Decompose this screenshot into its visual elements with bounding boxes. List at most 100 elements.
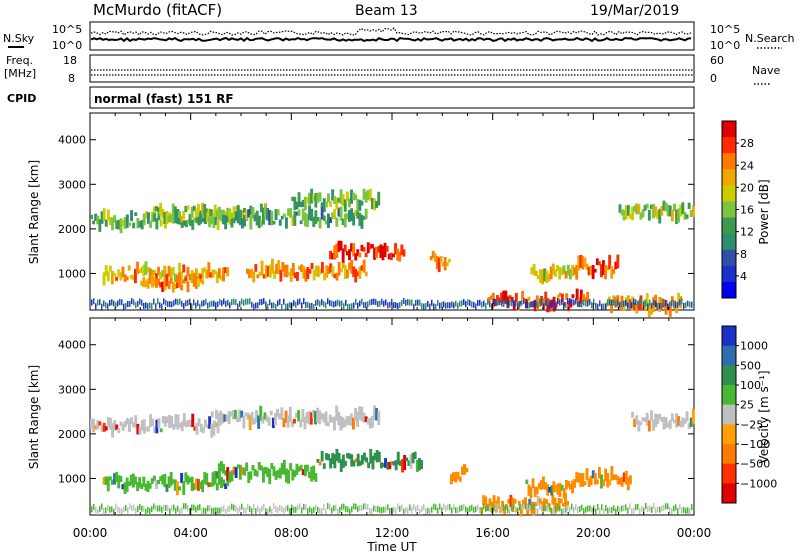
- scatter-cell: [241, 467, 244, 475]
- scatter-cell: [155, 273, 158, 279]
- scatter-cell: [297, 466, 301, 472]
- scatter-cell: [382, 463, 385, 468]
- ground-scatter-cell: [601, 303, 603, 310]
- scatter-cell: [272, 220, 276, 225]
- scatter-cell: [658, 208, 662, 224]
- ground-scatter-cell: [625, 504, 627, 511]
- scatter-cell: [527, 484, 531, 496]
- scatter-cell: [295, 463, 299, 475]
- ground-scatter-cell: [105, 302, 107, 309]
- ground-scatter-cell: [137, 300, 139, 307]
- scatter-cell: [201, 279, 205, 285]
- scatter-cell: [195, 422, 199, 435]
- scatter-cell: [167, 281, 171, 289]
- scatter-cell: [409, 454, 413, 469]
- scatter-cell: [212, 423, 216, 436]
- scatter-cell: [554, 485, 558, 492]
- ground-scatter-cell: [165, 504, 167, 511]
- ground-scatter-cell: [167, 505, 169, 512]
- ground-scatter-cell: [589, 505, 591, 512]
- scatter-cell: [226, 216, 230, 223]
- scatter-cell: [318, 192, 322, 202]
- scatter-cell: [318, 218, 322, 229]
- scatter-cell: [561, 502, 565, 507]
- scatter-cell: [206, 210, 210, 223]
- ground-scatter-cell: [161, 303, 163, 310]
- scatter-cell: [583, 257, 587, 268]
- ground-scatter-cell: [371, 298, 373, 305]
- ground-scatter-cell: [469, 505, 471, 512]
- scatter-cell: [199, 481, 202, 490]
- scatter-cell: [136, 423, 140, 435]
- scatter-cell: [583, 481, 587, 486]
- scatter-cell: [556, 483, 560, 495]
- ground-scatter-cell: [177, 299, 179, 306]
- scatter-cell: [324, 411, 328, 426]
- ground-scatter-cell: [501, 300, 503, 307]
- scatter-cell: [109, 217, 112, 225]
- scatter-cell: [255, 470, 259, 477]
- scatter-cell: [553, 497, 557, 512]
- scatter-cell: [146, 480, 150, 493]
- scatter-cell: [140, 220, 144, 230]
- scatter-cell: [371, 244, 374, 249]
- ground-scatter-cell: [159, 505, 161, 512]
- scatter-cell: [385, 245, 389, 252]
- ground-scatter-cell: [369, 299, 371, 306]
- scatter-cell: [356, 199, 360, 212]
- scatter-cell: [316, 192, 320, 203]
- scatter-cell: [560, 484, 564, 491]
- scatter-cell: [274, 209, 278, 220]
- scatter-cell: [306, 267, 310, 280]
- ground-scatter-cell: [109, 300, 111, 307]
- ground-scatter-cell: [567, 505, 569, 512]
- scatter-cell: [389, 252, 393, 261]
- ground-scatter-cell: [591, 302, 593, 309]
- scatter-cell: [533, 486, 537, 498]
- scatter-cell: [364, 416, 368, 422]
- scatter-cell: [349, 413, 353, 426]
- scatter-cell: [456, 471, 460, 480]
- scatter-cell: [104, 426, 108, 431]
- colorbar-tick-label: 28: [740, 137, 754, 150]
- ground-scatter-cell: [607, 299, 609, 306]
- ground-scatter-cell: [445, 302, 447, 309]
- scatter-cell: [134, 212, 138, 216]
- scatter-cell: [142, 419, 146, 434]
- scatter-cell: [163, 275, 167, 291]
- ground-scatter-cell: [365, 302, 367, 309]
- scatter-cell: [327, 453, 331, 461]
- scatter-cell: [243, 214, 246, 227]
- scatter-cell: [539, 269, 542, 283]
- ground-scatter-cell: [679, 503, 681, 510]
- ground-scatter-cell: [421, 505, 423, 512]
- ground-scatter-cell: [563, 303, 565, 310]
- ground-scatter-cell: [271, 302, 273, 309]
- colorbar-segment: [722, 483, 736, 504]
- scatter-cell: [341, 194, 345, 207]
- time-tick-label: 00:00: [677, 526, 712, 540]
- ground-scatter-cell: [219, 298, 221, 305]
- ground-scatter-cell: [221, 506, 223, 513]
- ground-scatter-cell: [145, 302, 147, 309]
- scatter-cell: [138, 426, 142, 435]
- scatter-cell: [182, 279, 186, 284]
- scatter-cell: [654, 413, 658, 428]
- scatter-cell: [564, 270, 568, 279]
- scatter-cell: [362, 216, 366, 220]
- ground-scatter-cell: [625, 299, 627, 306]
- scatter-cell: [411, 452, 415, 464]
- scatter-cell: [683, 418, 687, 424]
- scatter-cell: [232, 466, 236, 475]
- scatter-cell: [287, 272, 291, 276]
- scatter-cell: [301, 409, 305, 423]
- scatter-cell: [591, 265, 595, 280]
- scatter-cell: [134, 268, 137, 284]
- scatter-cell: [635, 415, 639, 425]
- ground-scatter-cell: [523, 504, 525, 511]
- ground-scatter-cell: [553, 299, 555, 306]
- ground-scatter-cell: [529, 302, 531, 309]
- scatter-cell: [284, 410, 288, 423]
- ground-scatter-cell: [115, 503, 117, 510]
- scatter-cell: [549, 266, 553, 280]
